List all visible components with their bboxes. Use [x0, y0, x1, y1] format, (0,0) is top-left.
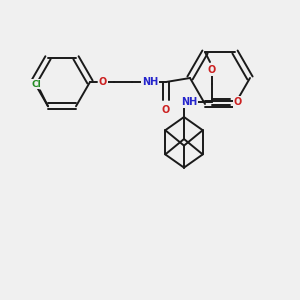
Text: O: O — [162, 105, 170, 115]
Text: O: O — [234, 97, 242, 107]
Text: NH: NH — [142, 77, 158, 87]
Text: O: O — [208, 65, 216, 75]
Text: Cl: Cl — [31, 80, 41, 89]
Text: NH: NH — [181, 97, 197, 107]
Text: O: O — [99, 77, 107, 87]
